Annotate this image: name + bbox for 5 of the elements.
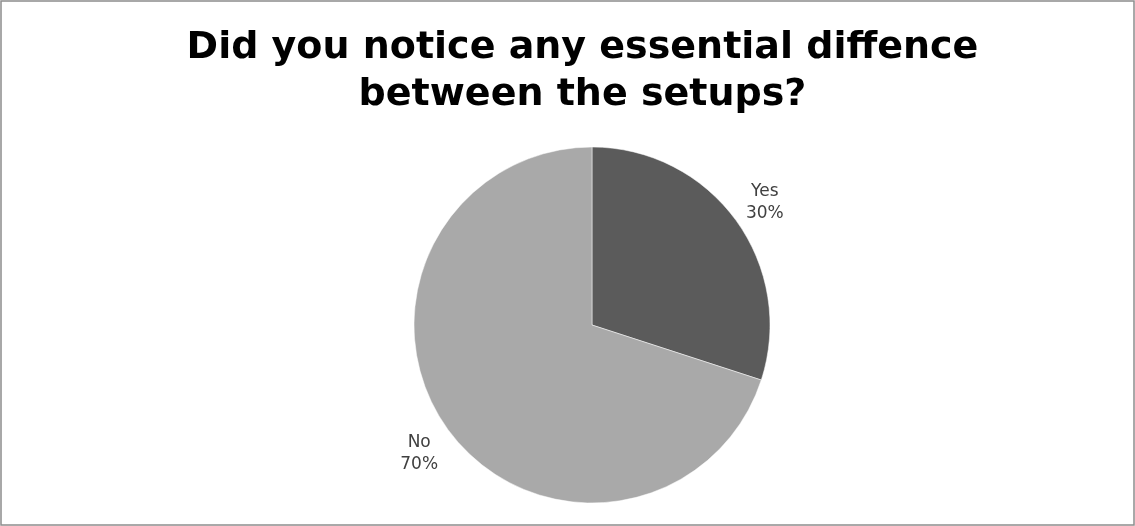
slice-label: Yes [750, 180, 779, 201]
data-label: 70% [400, 453, 439, 474]
data-label: 30% [745, 202, 784, 223]
chart-title: Did you notice any essential diffence between the setups? [186, 23, 979, 114]
slice-label: No [407, 431, 431, 452]
